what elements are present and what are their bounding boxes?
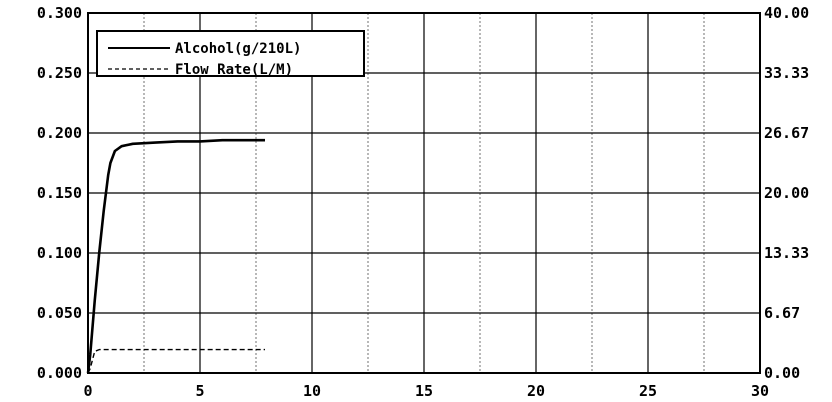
- y-tick-label-left: 0.150: [37, 184, 82, 202]
- y-tick-label-left: 0.050: [37, 304, 82, 322]
- y-tick-label-right: 13.33: [764, 244, 809, 262]
- y-tick-label-left: 0.300: [37, 4, 82, 22]
- x-tick-label: 0: [83, 382, 92, 400]
- y-tick-label-right: 20.00: [764, 184, 809, 202]
- series-line-flow-rate: [87, 348, 265, 374]
- y-tick-label-left: 0.250: [37, 64, 82, 82]
- y-tick-label-left: 0.000: [37, 364, 82, 382]
- x-tick-label: 20: [527, 382, 545, 400]
- legend-box: [96, 30, 365, 77]
- legend-label-alcohol: Alcohol(g/210L): [175, 41, 301, 57]
- legend-label-flow-rate: Flow Rate(L/M): [175, 62, 293, 78]
- series-line-alcohol: [86, 138, 265, 374]
- tick-labels: 0 5 10 15 20 25 30 0.000 0.050 0.100 0.150 0.200 0.2…: [37, 4, 809, 400]
- legend: Alcohol(g/210L) Flow Rate(L/M): [96, 30, 365, 78]
- y-tick-label-right: 33.33: [764, 64, 809, 82]
- y-tick-label-right: 0.00: [764, 364, 800, 382]
- x-tick-label: 25: [639, 382, 657, 400]
- series-layer: [86, 138, 265, 374]
- x-tick-label: 5: [195, 382, 204, 400]
- x-tick-label: 10: [303, 382, 321, 400]
- plot-frame: [87, 12, 761, 374]
- x-tick-label: 30: [751, 382, 769, 400]
- y-tick-label-left: 0.100: [37, 244, 82, 262]
- y-tick-label-right: 40.00: [764, 4, 809, 22]
- grid: [88, 13, 760, 373]
- y-tick-label-left: 0.200: [37, 124, 82, 142]
- y-tick-label-right: 26.67: [764, 124, 809, 142]
- x-tick-label: 15: [415, 382, 433, 400]
- y-tick-label-right: 6.67: [764, 304, 800, 322]
